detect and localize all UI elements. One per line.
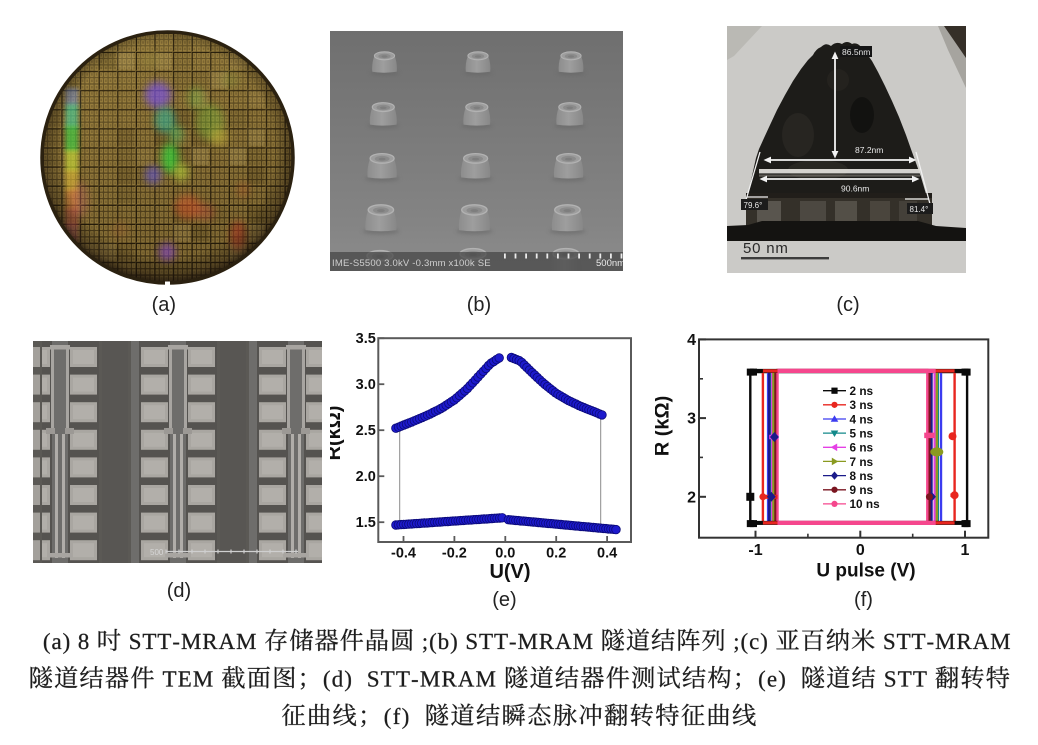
svg-text:2.0: 2.0 [356, 469, 376, 485]
svg-text:10 ns: 10 ns [850, 497, 881, 511]
svg-text:6 ns: 6 ns [850, 441, 874, 455]
svg-text:5 ns: 5 ns [850, 426, 874, 440]
svg-text:0.2: 0.2 [546, 546, 566, 562]
svg-text:U(V): U(V) [489, 561, 530, 583]
svg-text:2: 2 [687, 489, 696, 506]
svg-text:IME-S5500 3.0kV -0.3mm x100k S: IME-S5500 3.0kV -0.3mm x100k SE [332, 258, 491, 269]
svg-text:3 ns: 3 ns [850, 398, 874, 412]
svg-text:0.0: 0.0 [495, 546, 515, 562]
svg-text:1: 1 [961, 542, 970, 559]
svg-text:R(kΩ): R(kΩ) [330, 406, 345, 461]
svg-text:4: 4 [687, 332, 696, 349]
svg-text:0.4: 0.4 [597, 546, 617, 562]
svg-text:7 ns: 7 ns [850, 455, 874, 469]
svg-text:9 ns: 9 ns [850, 483, 874, 497]
svg-text:-0.2: -0.2 [442, 546, 467, 562]
svg-text:3: 3 [687, 411, 696, 428]
svg-text:79.6°: 79.6° [744, 201, 763, 210]
svg-text:500nm: 500nm [596, 258, 623, 269]
svg-text:81.4°: 81.4° [910, 205, 929, 214]
svg-text:R (kΩ): R (kΩ) [655, 396, 674, 456]
svg-text:-0.4: -0.4 [391, 546, 416, 562]
svg-text:1.5: 1.5 [356, 515, 376, 531]
svg-text:-1: -1 [748, 542, 762, 559]
svg-text:U pulse (V): U pulse (V) [816, 561, 915, 582]
svg-text:2.5: 2.5 [356, 423, 376, 439]
svg-text:2 ns: 2 ns [850, 384, 874, 398]
svg-text:500: 500 [150, 548, 164, 557]
svg-text:87.2nm: 87.2nm [855, 145, 883, 155]
svg-text:86.5nm: 86.5nm [842, 47, 870, 57]
svg-text:90.6nm: 90.6nm [841, 184, 869, 194]
svg-text:8 ns: 8 ns [850, 469, 874, 483]
svg-text:3.0: 3.0 [356, 377, 376, 393]
svg-text:50 nm: 50 nm [743, 240, 789, 257]
svg-text:4 ns: 4 ns [850, 412, 874, 426]
svg-text:0: 0 [856, 542, 865, 559]
svg-text:3.5: 3.5 [356, 331, 376, 347]
